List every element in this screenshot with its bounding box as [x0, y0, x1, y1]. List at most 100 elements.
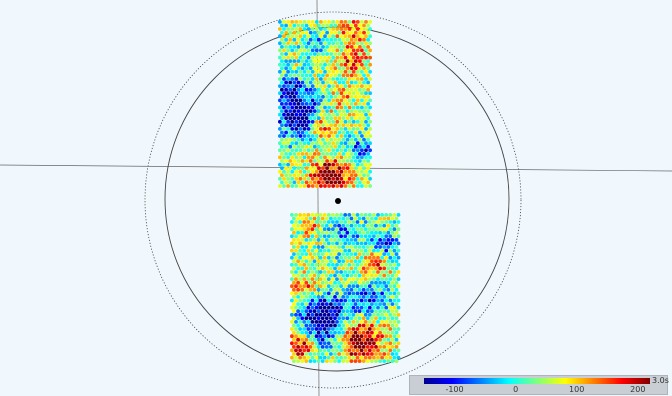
sensor-dot	[317, 173, 321, 178]
sensor-dot	[355, 284, 360, 289]
sensor-dot	[343, 77, 348, 81]
sensor-dot	[290, 20, 295, 24]
sensor-dot	[353, 330, 358, 335]
sensor-dot	[321, 116, 325, 121]
sensor-dot	[298, 169, 303, 174]
sensor-dot	[378, 280, 382, 285]
sensor-dot	[364, 62, 368, 67]
sensor-dot	[390, 280, 395, 285]
sensor-dot	[324, 359, 329, 363]
sensor-dot	[353, 337, 358, 342]
sensor-dot	[331, 327, 335, 331]
sensor-dot	[392, 234, 397, 239]
sensor-dot	[329, 252, 333, 256]
sensor-dot	[298, 291, 302, 296]
sensor-dot	[364, 148, 368, 153]
sensor-dot	[372, 348, 376, 353]
sensor-dot	[345, 52, 350, 56]
sensor-dot	[384, 312, 389, 317]
sensor-dot	[326, 305, 331, 310]
sensor-dot	[327, 162, 331, 167]
sensor-dot	[363, 255, 368, 260]
sensor-dot	[337, 309, 341, 314]
sensor-dot	[376, 291, 380, 296]
sensor-dot	[366, 30, 370, 35]
sensor-dot	[339, 134, 344, 138]
sensor-dot	[347, 84, 352, 88]
sensor-dot	[392, 305, 397, 310]
sensor-dot	[296, 137, 301, 142]
sensor-dot	[337, 352, 341, 356]
sensor-dot	[282, 34, 286, 39]
sensor-dot	[337, 266, 341, 271]
sensor-dot	[325, 30, 329, 35]
sensor-dot	[380, 220, 384, 224]
sensor-dot	[296, 23, 301, 28]
sensor-dot	[339, 98, 344, 103]
sensor-dot	[386, 345, 391, 349]
sensor-dot	[367, 227, 372, 232]
sensor-dot	[329, 245, 333, 249]
sensor-dot	[331, 277, 335, 281]
sensor-dot	[341, 130, 346, 135]
sensor-dot	[331, 284, 335, 289]
sensor-dot	[382, 316, 387, 321]
sensor-dot	[288, 30, 293, 35]
sensor-dot	[290, 327, 294, 331]
sensor-dot	[343, 184, 348, 188]
sensor-dot	[317, 159, 321, 163]
sensor-dot	[284, 45, 288, 49]
sensor-dot	[341, 223, 346, 228]
sensor-dot	[341, 252, 346, 256]
sensor-dot	[300, 309, 305, 314]
sensor-dot	[302, 227, 307, 232]
sensor-dot	[357, 330, 362, 335]
sensor-dot	[349, 323, 354, 328]
sensor-dot	[302, 112, 307, 117]
sensor-dot	[308, 59, 313, 63]
sensor-dot	[343, 169, 348, 174]
sensor-dot	[357, 223, 362, 228]
sensor-dot	[341, 159, 346, 163]
sensor-dot	[306, 341, 311, 346]
sensor-dot	[286, 169, 290, 174]
sensor-dot	[353, 109, 358, 113]
sensor-dot	[378, 252, 382, 256]
sensor-dot	[361, 309, 366, 314]
sensor-dot	[324, 352, 329, 356]
sensor-dot	[376, 312, 380, 317]
sensor-dot	[372, 298, 376, 303]
sensor-dot	[384, 262, 389, 267]
sensor-dot	[343, 55, 348, 60]
sensor-dot	[329, 316, 333, 321]
sensor-dot	[318, 262, 323, 267]
sensor-dot	[323, 162, 327, 167]
sensor-dot	[364, 20, 368, 24]
sensor-dot	[337, 180, 342, 185]
sensor-dot	[339, 270, 343, 274]
sensor-dot	[365, 295, 370, 299]
sensor-dot	[341, 109, 346, 113]
sensor-dot	[304, 302, 309, 306]
sensor-dot	[351, 141, 356, 146]
sensor-dot	[304, 102, 309, 106]
sensor-dot	[306, 176, 311, 181]
sensor-dot	[319, 34, 323, 39]
sensor-dot	[380, 284, 384, 289]
sensor-dot	[357, 337, 362, 342]
sensor-dot	[345, 223, 350, 228]
sensor-dot	[329, 23, 334, 28]
sensor-dot	[360, 169, 364, 174]
sensor-dot	[333, 266, 337, 271]
sensor-dot	[345, 287, 350, 292]
sensor-dot	[314, 134, 319, 138]
sensor-dot	[298, 184, 303, 188]
sensor-dot	[321, 94, 325, 99]
sensor-dot	[359, 227, 364, 232]
sensor-dot	[345, 30, 350, 35]
sensor-dot	[339, 155, 344, 160]
sensor-dot	[282, 184, 286, 188]
sensor-dot	[300, 180, 305, 185]
